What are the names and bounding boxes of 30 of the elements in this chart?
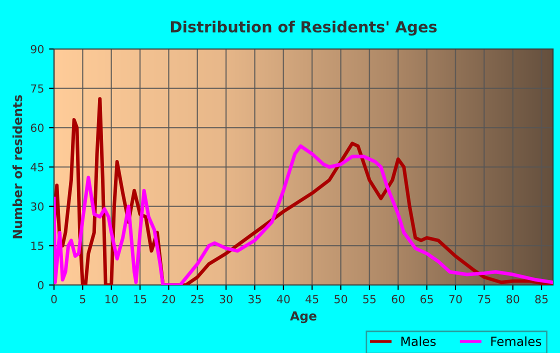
x-tick-label: 70: [449, 294, 462, 304]
x-tick-label: 10: [106, 294, 118, 304]
x-tick-label: 5: [80, 295, 86, 304]
x-tick-label: 45: [306, 295, 318, 304]
legend-label: Males: [401, 336, 436, 346]
x-tick-label: 75: [478, 295, 490, 304]
x-tick-label: 0: [51, 294, 57, 304]
x-tick-label: 85: [535, 294, 548, 304]
x-tick-label: 30: [220, 294, 232, 304]
x-tick-label: 25: [191, 294, 204, 304]
x-tick-label: 55: [363, 295, 376, 304]
chart-title: Distribution of Residents' Ages: [170, 20, 437, 36]
legend-label: Females: [491, 336, 542, 346]
y-tick-label: 60: [30, 124, 44, 132]
x-tick-label: 80: [506, 294, 520, 304]
x-axis-title: Age: [290, 311, 316, 324]
x-tick-label: 65: [420, 294, 433, 304]
y-tick-label: 90: [30, 44, 44, 54]
y-tick-label: 75: [31, 84, 44, 93]
y-axis-title: Number of residents: [12, 95, 22, 238]
x-tick-label: 50: [334, 294, 348, 304]
x-tick-label: 35: [248, 294, 261, 304]
x-tick-label: 20: [162, 294, 176, 304]
y-tick-label: 30: [30, 202, 44, 211]
y-tick-label: 45: [30, 163, 44, 172]
x-tick-label: 40: [276, 294, 290, 304]
y-tick-label: 0: [38, 280, 44, 290]
x-tick-label: 15: [134, 295, 146, 304]
y-tick-label: 15: [31, 242, 44, 250]
x-tick-label: 60: [392, 294, 404, 304]
